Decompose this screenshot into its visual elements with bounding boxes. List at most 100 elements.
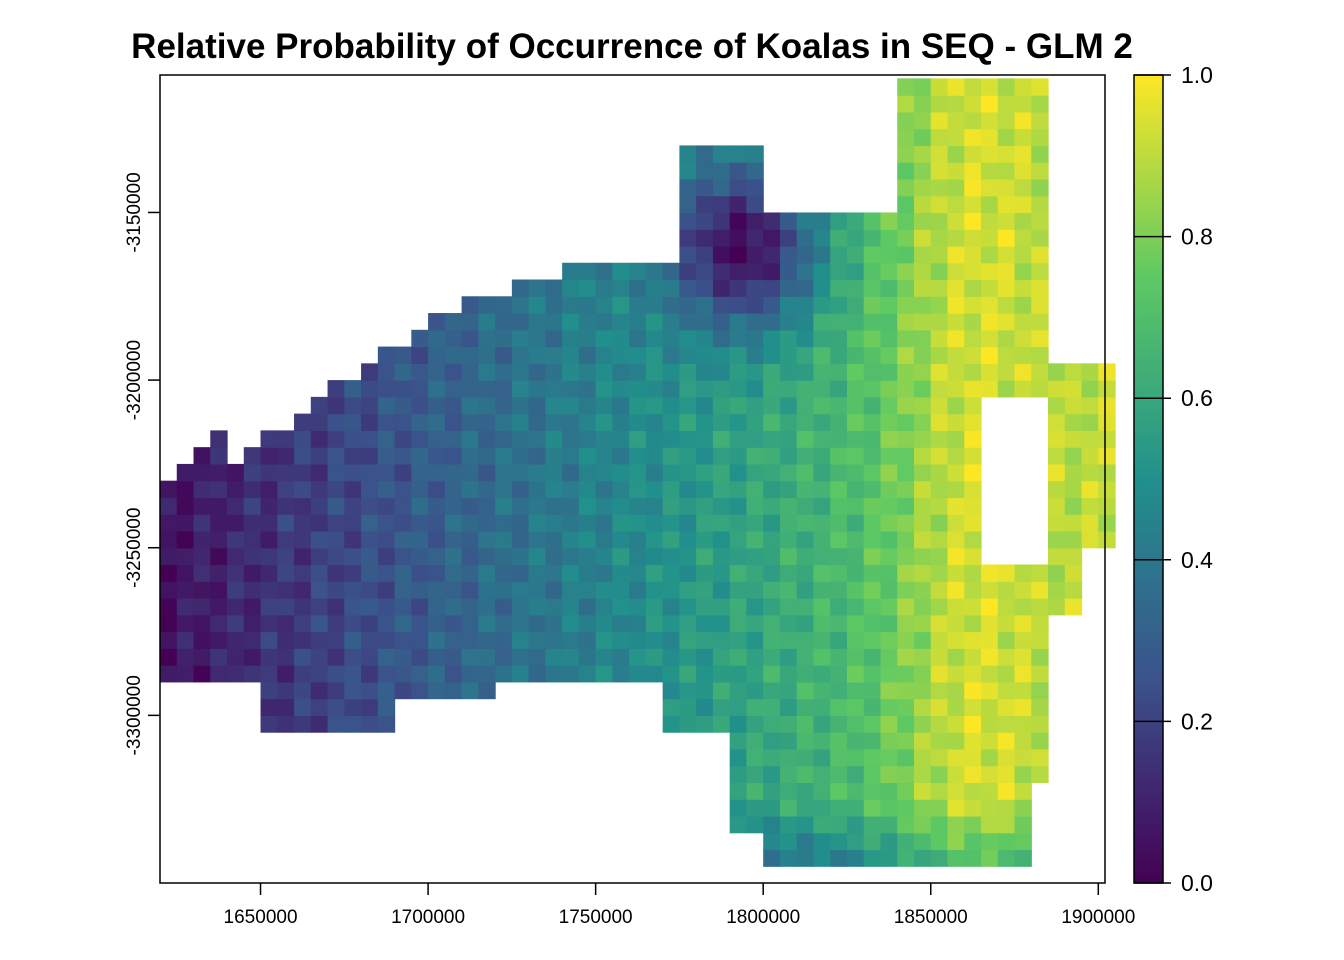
- raster-cell: [277, 497, 295, 515]
- raster-cell: [813, 665, 831, 683]
- raster-cell: [746, 681, 764, 700]
- raster-cell: [1014, 245, 1032, 264]
- raster-cell: [612, 648, 630, 666]
- raster-cell: [913, 430, 932, 448]
- raster-cell: [1064, 447, 1083, 465]
- raster-cell: [612, 564, 630, 582]
- raster-cell: [930, 195, 949, 214]
- raster-cell: [294, 581, 312, 599]
- raster-cell: [712, 229, 731, 247]
- raster-cell: [361, 715, 379, 733]
- raster-cell: [545, 463, 563, 482]
- raster-cell: [846, 262, 865, 281]
- raster-cell: [947, 245, 965, 264]
- raster-cell: [327, 665, 345, 683]
- raster-cell: [478, 463, 496, 482]
- raster-cell: [880, 430, 898, 448]
- raster-cell: [813, 799, 831, 817]
- raster-cell: [1064, 413, 1083, 431]
- raster-cell: [528, 463, 546, 482]
- raster-cell: [813, 313, 831, 331]
- raster-cell: [411, 564, 429, 582]
- raster-cell: [1014, 380, 1032, 398]
- raster-cell: [411, 463, 429, 482]
- raster-cell: [846, 329, 865, 348]
- colorbar: [1133, 74, 1164, 884]
- raster-cell: [846, 715, 865, 733]
- raster-cell: [796, 849, 815, 867]
- raster-cell: [294, 463, 312, 482]
- raster-cell: [1081, 430, 1099, 448]
- raster-cell: [528, 380, 546, 398]
- raster-cell: [913, 329, 932, 348]
- raster-cell: [160, 564, 178, 582]
- raster-cell: [662, 530, 681, 549]
- raster-cell: [1031, 212, 1049, 230]
- raster-cell: [277, 631, 295, 649]
- raster-cell: [176, 547, 195, 566]
- raster-cell: [679, 162, 697, 180]
- raster-cell: [913, 732, 932, 750]
- raster-cell: [562, 363, 580, 381]
- raster-cell: [897, 665, 915, 683]
- raster-cell: [461, 614, 479, 633]
- raster-cell: [830, 547, 848, 566]
- raster-cell: [897, 799, 915, 817]
- raster-cell: [947, 329, 965, 348]
- raster-cell: [947, 832, 965, 851]
- raster-cell: [528, 279, 546, 297]
- raster-cell: [712, 681, 731, 700]
- raster-cell: [176, 497, 195, 515]
- raster-cell: [394, 447, 412, 465]
- raster-cell: [796, 665, 815, 683]
- raster-cell: [310, 430, 329, 448]
- raster-cell: [629, 614, 647, 633]
- raster-cell: [545, 497, 563, 515]
- raster-cell: [243, 530, 262, 549]
- raster-cell: [495, 514, 513, 532]
- raster-cell: [411, 447, 429, 465]
- raster-cell: [478, 631, 496, 649]
- raster-cell: [712, 212, 731, 230]
- raster-cell: [578, 413, 597, 431]
- raster-cell: [394, 380, 412, 398]
- raster-cell: [394, 530, 412, 549]
- raster-cell: [679, 648, 697, 666]
- raster-cell: [562, 598, 580, 616]
- raster-cell: [679, 329, 697, 348]
- raster-cell: [880, 681, 898, 700]
- raster-cell: [227, 530, 245, 549]
- raster-cell: [947, 681, 965, 700]
- raster-cell: [863, 832, 882, 851]
- raster-cell: [1081, 396, 1099, 415]
- raster-cell: [595, 631, 613, 649]
- raster-cell: [662, 715, 681, 733]
- raster-cell: [428, 631, 446, 649]
- raster-cell: [830, 514, 848, 532]
- raster-cell: [562, 665, 580, 683]
- raster-cell: [1048, 430, 1066, 448]
- raster-cell: [1031, 178, 1049, 197]
- raster-cell: [830, 212, 848, 230]
- raster-cell: [880, 514, 898, 532]
- raster-cell: [444, 480, 463, 499]
- raster-cell: [712, 614, 731, 633]
- raster-cell: [1031, 111, 1049, 130]
- raster-cell: [813, 581, 831, 599]
- raster-cell: [930, 530, 949, 549]
- raster-cell: [578, 396, 597, 415]
- raster-cell: [712, 698, 731, 716]
- raster-cell: [377, 530, 396, 549]
- raster-cell: [277, 430, 295, 448]
- raster-cell: [763, 346, 781, 364]
- raster-cell: [294, 430, 312, 448]
- raster-cell: [779, 329, 798, 348]
- raster-cell: [1031, 598, 1049, 616]
- raster-cell: [913, 564, 932, 582]
- raster-cell: [562, 296, 580, 314]
- raster-cell: [578, 346, 597, 364]
- raster-cell: [930, 698, 949, 716]
- raster-cell: [930, 782, 949, 800]
- raster-cell: [846, 463, 865, 482]
- raster-cell: [478, 581, 496, 599]
